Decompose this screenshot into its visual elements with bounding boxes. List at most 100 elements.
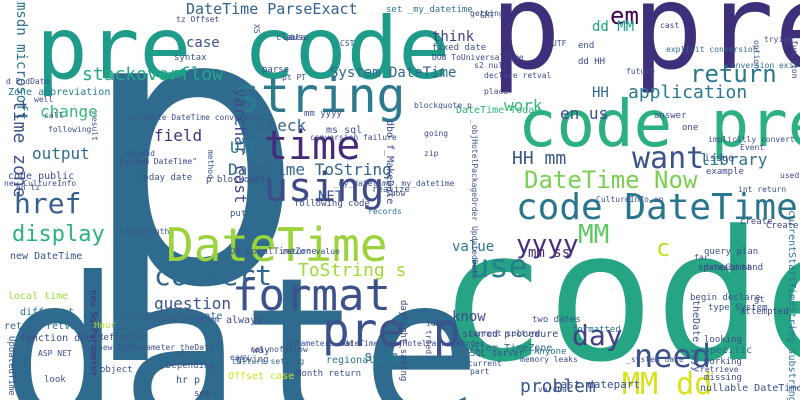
word: type System: [708, 304, 768, 313]
word: Month return: [296, 370, 361, 379]
word: application: [628, 84, 747, 102]
word: look: [44, 376, 66, 385]
word: result: [90, 112, 98, 141]
word: new SqlParameter theDate: [98, 344, 214, 352]
word: put: [230, 210, 246, 219]
word: dateadd hh: [704, 264, 752, 272]
word: theDate yyyy: [690, 300, 700, 372]
word: used: [780, 172, 799, 180]
word: tz Offset: [176, 16, 219, 24]
word: current: [468, 360, 502, 368]
word: Now Month: [126, 228, 169, 236]
word: field: [154, 128, 202, 144]
word: mm ss: [528, 246, 570, 260]
word: CST: [340, 40, 354, 48]
word: future: [626, 68, 655, 76]
word: nullable DateTime conversion: [128, 114, 263, 122]
word: missing: [704, 374, 742, 383]
word: DS LocalTimeZone: [230, 248, 317, 257]
word: MM: [578, 222, 609, 248]
word: working: [704, 358, 742, 367]
word: want: [632, 144, 704, 174]
word: question: [154, 296, 231, 312]
word: return retval: [4, 322, 82, 332]
word: easy: [230, 354, 249, 362]
word: example: [706, 168, 744, 177]
word: CultureInfo en: [596, 196, 663, 204]
word: XS: [252, 24, 260, 34]
word: _objHotelPackageOrder UpdatedDate: [470, 120, 478, 279]
word: following code: [294, 200, 370, 209]
word: answer: [654, 112, 687, 121]
word: new SqlParameter: [88, 290, 97, 377]
word: int return: [738, 186, 786, 194]
word: ASP NET: [38, 350, 72, 358]
word: SQL server: [470, 350, 524, 359]
word: UTC: [230, 140, 259, 156]
word: new DateTime: [10, 252, 82, 262]
word: zip: [424, 150, 438, 158]
word: stackoverflow: [82, 66, 223, 84]
word: memory leaks: [520, 356, 578, 364]
word: Event: [740, 144, 764, 152]
word: d EndDate: [6, 78, 49, 86]
word: nullable DateTime: [700, 384, 800, 394]
word: HH: [592, 86, 609, 100]
word: following: [48, 126, 91, 134]
word: object: [100, 366, 133, 375]
word: UTF: [552, 40, 566, 48]
word: p blockquote: [206, 176, 271, 185]
word: going: [424, 130, 448, 138]
word: regional settings: [326, 356, 428, 366]
word: looking: [704, 336, 742, 345]
word: HH mm: [512, 150, 566, 168]
word: dd MM: [592, 20, 634, 34]
word: explicit conversion: [666, 46, 758, 54]
word: end: [578, 42, 594, 51]
word: UpdatedTime DateTime: [6, 336, 15, 400]
word: syntax: [174, 54, 207, 63]
word: know: [452, 310, 486, 324]
word: check: [258, 118, 306, 134]
word: c: [656, 236, 670, 260]
word: cast: [660, 22, 679, 30]
word: declare retval: [484, 72, 551, 80]
word: conversion failure: [310, 134, 397, 142]
word: s2 null: [474, 62, 508, 70]
word: convert: [154, 262, 272, 290]
word: think: [432, 30, 474, 44]
word: trying: [764, 36, 793, 44]
word: Depending: [166, 362, 215, 371]
word: Show: [386, 190, 405, 198]
word: blockquote p: [414, 102, 472, 110]
word: pt PT: [282, 74, 306, 82]
word: ideas: [426, 320, 450, 328]
word: Zone abbreviation: [8, 88, 110, 98]
word: getting: [470, 10, 504, 18]
word: formatted: [572, 326, 621, 335]
word: specific: [704, 346, 752, 356]
word: mm yyyy: [304, 110, 342, 119]
word: local time: [8, 292, 68, 302]
word: Offset case: [228, 372, 294, 382]
word: function dbo: [20, 334, 92, 344]
word: see: [194, 390, 210, 399]
word: fixed date: [432, 44, 486, 53]
word: one: [682, 124, 698, 133]
word: Reflector: [98, 334, 147, 343]
word: always: [226, 316, 262, 326]
word: far: [694, 254, 708, 262]
word: retrieve: [700, 366, 739, 374]
word: new CultureInfo: [4, 180, 76, 188]
word: DateTime _objHotelPackageOrder: [340, 340, 485, 348]
word: display: [12, 224, 105, 246]
word: issue: [704, 154, 734, 164]
word: System DateTime": [120, 158, 197, 166]
word: well: [34, 96, 53, 104]
word: _system date: [626, 356, 684, 364]
word: different: [20, 308, 74, 318]
word: set _my_datetime: [386, 6, 473, 15]
word: case: [186, 36, 220, 50]
word: today date: [138, 174, 192, 183]
